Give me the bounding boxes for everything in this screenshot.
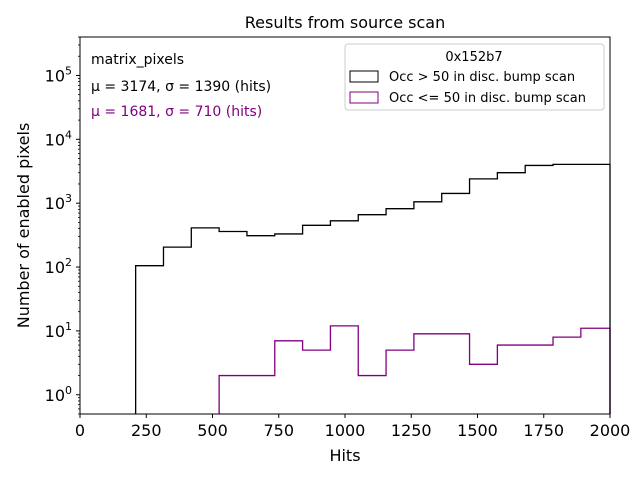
legend: 0x152b7 Occ > 50 in disc. bump scan Occ … [344, 43, 605, 111]
histogram-bar [163, 247, 191, 414]
histogram-bar [247, 376, 275, 414]
x-tick-label: 1500 [457, 421, 498, 440]
legend-swatch-occ-high [349, 70, 379, 83]
histogram-bar [330, 326, 358, 414]
legend-swatch-occ-low [349, 91, 379, 104]
histogram-bar [497, 345, 525, 414]
series-1 [218, 325, 611, 414]
y-tick-label: 102 [45, 256, 72, 277]
y-tick-label: 100 [45, 384, 72, 405]
x-tick-label: 1750 [523, 421, 564, 440]
histogram-bar [581, 328, 610, 414]
histogram-bar [386, 350, 414, 414]
x-tick-label: 1000 [325, 421, 366, 440]
histogram-bar [414, 334, 442, 414]
x-tick-label: 250 [131, 421, 162, 440]
histogram-bar [136, 266, 164, 414]
x-tick-label: 0 [75, 421, 85, 440]
x-axis-ticks: 0 250 500 750 1000 1250 1500 1750 2000 [75, 414, 630, 440]
series-layer [135, 163, 611, 414]
legend-label-occ-low: Occ <= 50 in disc. bump scan [389, 91, 586, 106]
x-tick-label: 500 [197, 421, 228, 440]
series-outline-0 [135, 163, 611, 414]
series-0 [135, 163, 611, 414]
y-axis-ticks: 100 101 102 103 104 105 [45, 36, 80, 415]
legend-title: 0x152b7 [445, 50, 502, 65]
y-tick-label: 103 [45, 192, 72, 213]
stats-annotations: matrix_pixels μ = 3174, σ = 1390 (hits) … [91, 52, 271, 120]
histogram-bar [553, 337, 581, 414]
x-axis-label: Hits [329, 446, 360, 465]
histogram-bar [442, 334, 470, 414]
histogram-bar [303, 350, 331, 414]
histogram-bar [358, 376, 386, 414]
x-tick-label: 1250 [391, 421, 432, 440]
legend-label-occ-high: Occ > 50 in disc. bump scan [389, 70, 575, 85]
y-axis-label: Number of enabled pixels [14, 123, 33, 329]
histogram-bar [191, 228, 219, 414]
y-tick-label: 104 [45, 128, 72, 149]
chart-title: Results from source scan [245, 13, 445, 32]
histogram-bar [219, 376, 247, 414]
x-tick-label: 750 [263, 421, 294, 440]
x-tick-label: 2000 [590, 421, 631, 440]
annotation-stats-occ-high: μ = 3174, σ = 1390 (hits) [91, 79, 271, 95]
histogram-bar [525, 345, 553, 414]
annotation-dataset-name: matrix_pixels [91, 52, 184, 68]
y-tick-label: 101 [45, 320, 72, 341]
legend-box [344, 43, 605, 111]
histogram-bar [275, 341, 303, 414]
annotation-stats-occ-low: μ = 1681, σ = 710 (hits) [91, 104, 262, 120]
histogram-bar [470, 364, 498, 414]
y-tick-label: 105 [45, 64, 72, 85]
series-outline-1 [218, 325, 611, 414]
